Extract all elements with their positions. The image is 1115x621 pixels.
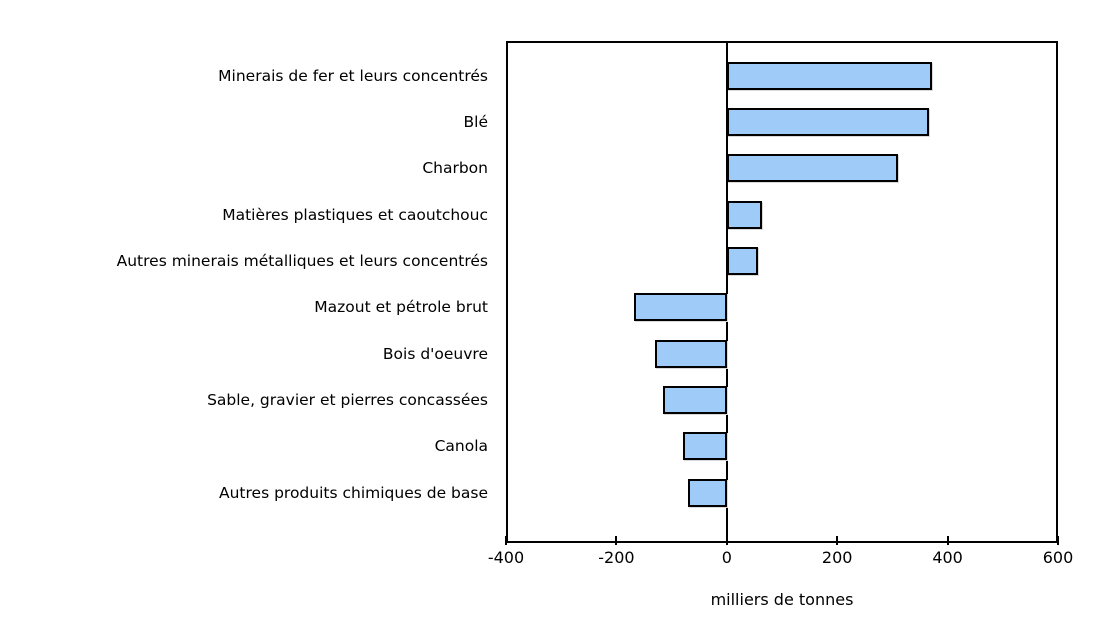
bar-6 [655, 339, 727, 368]
x-tick-400 [946, 536, 949, 545]
bar-9 [687, 478, 727, 507]
x-tick-label--400: -400 [487, 548, 525, 567]
plot-area: milliers de tonnes -400 -200 0 200 400 600 [488, 41, 1073, 609]
plot-border-right [1056, 41, 1058, 543]
x-tick--200 [615, 536, 618, 545]
bar-3 [726, 200, 762, 229]
category-label-8: Canola [434, 437, 488, 456]
category-label-9: Autres produits chimiques de base [219, 483, 488, 502]
x-axis-title: milliers de tonnes [710, 590, 854, 609]
x-tick-label-400: 400 [932, 548, 963, 567]
x-tick-200 [836, 536, 839, 545]
zero-baseline [725, 41, 728, 543]
bar-1 [726, 108, 929, 137]
x-axis-line [506, 541, 1058, 543]
x-tick-label-200: 200 [821, 548, 853, 567]
x-tick-label--200: -200 [598, 548, 635, 567]
category-label-4: Autres minerais métalliques et leurs con… [116, 252, 488, 270]
category-label-0: Minerais de fer et leurs concentrés [218, 66, 488, 85]
category-label-6: Bois d'oeuvre [382, 344, 488, 363]
bar-0 [726, 61, 933, 90]
category-label-7: Sable, gravier et pierres concassées [207, 390, 488, 409]
bar-5 [633, 293, 727, 322]
category-label-5: Mazout et pétrole brut [314, 298, 488, 317]
category-label-3: Matières plastiques et caoutchouc [222, 205, 488, 224]
category-label-2: Charbon [422, 159, 488, 178]
bar-4 [726, 247, 759, 275]
plot-border-top [506, 41, 1058, 43]
category-label-1: Blé [463, 113, 488, 132]
x-tick-0 [725, 536, 728, 545]
x-tick--400 [505, 536, 507, 545]
x-tick-label-600: 600 [1042, 548, 1074, 567]
bar-7 [663, 385, 727, 414]
x-tick-label-0: 0 [721, 548, 732, 567]
x-tick-600 [1057, 536, 1059, 545]
plot-border-left [506, 41, 508, 543]
bar-8 [682, 432, 727, 461]
bar-2 [726, 154, 898, 183]
